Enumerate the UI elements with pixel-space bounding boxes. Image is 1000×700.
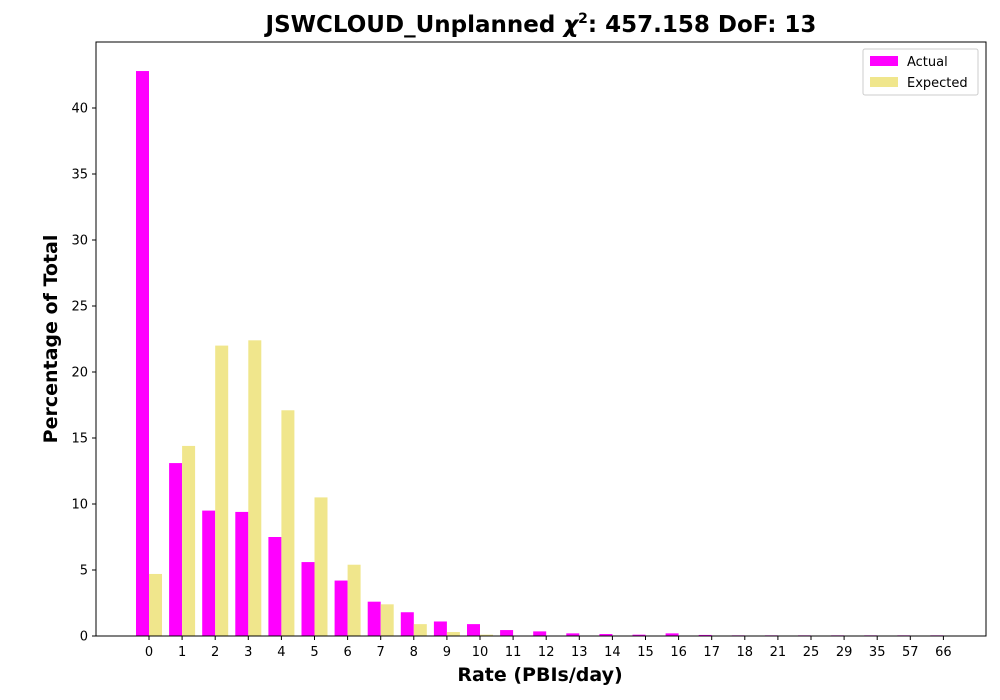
legend: Actual Expected bbox=[862, 48, 979, 96]
legend-label-expected: Expected bbox=[907, 76, 968, 91]
legend-label-actual: Actual bbox=[907, 55, 948, 70]
x-tick-label: 14 bbox=[604, 645, 621, 660]
x-tick-label: 18 bbox=[737, 645, 754, 660]
x-tick-label: 15 bbox=[637, 645, 654, 660]
bar-actual-17 bbox=[698, 634, 712, 636]
bar-expected-4 bbox=[281, 410, 295, 636]
bar-actual-11 bbox=[500, 630, 514, 636]
x-tick-label: 17 bbox=[703, 645, 720, 660]
y-tick-label: 0 bbox=[80, 630, 88, 645]
bar-actual-7 bbox=[367, 601, 381, 636]
x-tick-label: 29 bbox=[836, 645, 853, 660]
bar-expected-10 bbox=[480, 634, 493, 636]
bar-actual-14 bbox=[599, 634, 613, 636]
x-tick-label: 9 bbox=[443, 645, 451, 660]
x-tick-label: 1 bbox=[178, 645, 186, 660]
bar-expected-8 bbox=[413, 624, 427, 636]
x-tick-label: 57 bbox=[902, 645, 919, 660]
bar-actual-10 bbox=[467, 624, 480, 636]
bar-actual-6 bbox=[334, 580, 348, 636]
bar-expected-6 bbox=[347, 564, 361, 636]
bar-actual-2 bbox=[202, 510, 216, 636]
bar-expected-1 bbox=[182, 445, 196, 636]
bar-actual-8 bbox=[400, 612, 414, 636]
x-tick-label: 2 bbox=[211, 645, 219, 660]
x-tick-label: 4 bbox=[277, 645, 285, 660]
y-tick-label: 25 bbox=[71, 300, 88, 315]
bar-expected-7 bbox=[380, 604, 394, 636]
bar-expected-0 bbox=[149, 573, 162, 636]
y-tick-label: 30 bbox=[71, 234, 88, 249]
x-tick-label: 5 bbox=[310, 645, 318, 660]
x-tick-label: 6 bbox=[343, 645, 351, 660]
x-tick-label: 3 bbox=[244, 645, 252, 660]
plot-frame bbox=[95, 41, 987, 637]
x-tick-label: 11 bbox=[505, 645, 522, 660]
x-tick-label: 35 bbox=[869, 645, 886, 660]
legend-swatch-expected bbox=[870, 77, 898, 87]
x-axis-label: Rate (PBIs/day) bbox=[457, 664, 622, 686]
y-axis: 0 5 10 15 20 25 30 35 40 bbox=[71, 102, 96, 645]
bar-actual-13 bbox=[566, 633, 580, 636]
x-tick-label: 8 bbox=[410, 645, 418, 660]
x-tick-label: 13 bbox=[571, 645, 588, 660]
x-tick-label: 7 bbox=[377, 645, 385, 660]
y-tick-label: 20 bbox=[71, 366, 88, 381]
bar-expected-5 bbox=[314, 497, 328, 636]
bar-actual-0 bbox=[136, 71, 149, 637]
bar-actual-16 bbox=[665, 633, 679, 636]
x-tick-label: 21 bbox=[770, 645, 787, 660]
x-tick-label: 12 bbox=[538, 645, 555, 660]
y-tick-label: 5 bbox=[80, 564, 88, 579]
bar-expected-2 bbox=[215, 345, 229, 636]
x-axis: 0 1 2 3 4 5 6 7 8 9 10 11 12 13 14 15 16 17 18 21 25 29 35 57 66 bbox=[145, 636, 952, 660]
legend-swatch-actual bbox=[870, 56, 898, 66]
y-tick-label: 15 bbox=[71, 432, 88, 447]
y-tick-label: 35 bbox=[71, 168, 88, 183]
bar-expected-9 bbox=[446, 632, 460, 636]
x-tick-label: 66 bbox=[935, 645, 952, 660]
y-axis-label: Percentage of Total bbox=[40, 235, 62, 444]
bar-actual-5 bbox=[301, 562, 315, 636]
y-tick-label: 40 bbox=[71, 102, 88, 117]
bar-actual-3 bbox=[235, 511, 249, 636]
x-tick-label: 25 bbox=[803, 645, 820, 660]
x-tick-label: 16 bbox=[670, 645, 687, 660]
bar-actual-1 bbox=[169, 463, 183, 636]
bar-expected-3 bbox=[248, 340, 262, 636]
x-tick-label: 10 bbox=[472, 645, 489, 660]
bar-actual-15 bbox=[632, 634, 646, 636]
bar-actual-4 bbox=[268, 537, 282, 636]
chart-title: JSWCLOUD_Unplanned χ2: 457.158 DoF: 13 bbox=[264, 11, 817, 38]
y-tick-label: 10 bbox=[71, 498, 88, 513]
bar-actual-9 bbox=[433, 621, 447, 636]
x-tick-label: 0 bbox=[145, 645, 153, 660]
bars-group bbox=[136, 71, 944, 637]
bar-actual-12 bbox=[533, 631, 547, 636]
